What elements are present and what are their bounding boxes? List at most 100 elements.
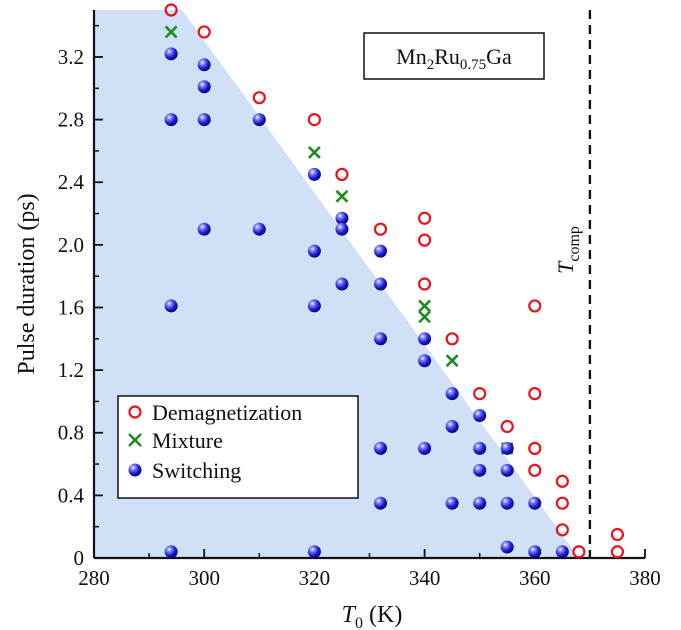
point-demagnetization [335, 167, 349, 181]
point-switching [197, 80, 211, 94]
x-tick-label: 300 [188, 566, 220, 590]
point-switching [307, 244, 321, 258]
y-tick-label: 3.2 [58, 45, 84, 69]
legend-marker-mixture [128, 433, 142, 447]
y-tick-label: 2.4 [58, 170, 85, 194]
point-demagnetization [418, 277, 432, 291]
point-demagnetization [610, 527, 625, 542]
point-switching [374, 441, 388, 455]
legend-label-switching: Switching [152, 458, 241, 483]
point-switching [500, 441, 514, 455]
material-label: Mn2Ru0.75Ga [396, 44, 512, 73]
x-tick-label: 320 [299, 566, 331, 590]
point-switching [473, 463, 487, 477]
point-switching [500, 463, 514, 477]
point-demagnetization [528, 463, 542, 477]
point-demagnetization [572, 545, 586, 559]
point-demagnetization [555, 523, 569, 537]
point-demagnetization [500, 419, 514, 434]
axes: 280 300 320 340 360 380 0 0.4 0.8 1.2 1.6 2.0 2.4 2.8… [58, 10, 661, 590]
point-demagnetization [252, 91, 266, 105]
legend-label-demagnetization: Demagnetization [152, 400, 302, 425]
point-mixture [418, 299, 432, 313]
point-demagnetization [528, 441, 542, 455]
point-mixture [335, 189, 349, 203]
point-switching [197, 58, 211, 72]
y-tick-label: 2.8 [58, 108, 84, 132]
x-tick-label: 360 [519, 566, 551, 590]
point-demagnetization [307, 112, 321, 127]
point-switching [197, 222, 211, 236]
legend-marker-demagnetization [128, 405, 142, 419]
point-switching [335, 211, 349, 225]
legend-label-mixture: Mixture [152, 428, 223, 453]
point-switching [418, 441, 432, 455]
series-mixture [164, 25, 514, 455]
x-tick-label: 280 [78, 566, 110, 590]
series-demagnetization [164, 3, 625, 559]
point-switching [473, 409, 487, 423]
point-switching [374, 496, 388, 510]
point-demagnetization [528, 387, 542, 401]
y-axis-label: Pulse duration (ps) [14, 193, 40, 374]
series-switching [164, 47, 569, 559]
point-demagnetization [373, 222, 388, 236]
point-mixture [164, 25, 178, 39]
legend: Demagnetization Mixture Switching [117, 395, 359, 499]
point-mixture [445, 354, 459, 368]
x-axis-label: T0 (K) [342, 602, 403, 630]
point-demagnetization [445, 332, 459, 346]
point-switching [335, 222, 349, 236]
point-switching [445, 496, 459, 510]
point-switching [197, 113, 211, 127]
point-switching [252, 222, 266, 236]
point-switching [528, 496, 542, 510]
material-box [363, 32, 545, 80]
point-switching [445, 387, 459, 401]
point-switching [500, 496, 514, 510]
y-tick-label: 2.0 [58, 233, 84, 257]
x-tick-label: 340 [409, 566, 441, 590]
point-switching [528, 545, 542, 559]
point-switching [555, 545, 569, 559]
point-switching [374, 332, 388, 346]
point-switching [473, 441, 487, 455]
point-demagnetization [418, 233, 432, 247]
point-demagnetization [473, 387, 487, 401]
point-switching [335, 277, 349, 291]
point-demagnetization [555, 474, 569, 488]
point-switching [164, 113, 178, 127]
x-tick-label: 380 [629, 566, 661, 590]
point-switching [500, 540, 514, 554]
point-mixture [418, 310, 432, 324]
point-switching [252, 113, 266, 127]
point-mixture [307, 146, 321, 159]
y-tick-label: 1.2 [58, 358, 84, 382]
legend-box [117, 395, 359, 499]
point-demagnetization [164, 3, 178, 17]
point-switching [473, 496, 487, 510]
point-switching [164, 545, 178, 559]
y-tick-label: 0 [74, 546, 85, 570]
tcomp-label: Tcomp [553, 226, 583, 274]
material-annotation: Mn2Ru0.75Ga [363, 32, 545, 80]
y-tick-label: 1.6 [58, 295, 84, 319]
legend-marker-switching [128, 463, 142, 477]
data-points [164, 3, 625, 559]
point-demagnetization [528, 299, 542, 313]
point-switching [164, 299, 178, 313]
point-switching [418, 332, 432, 346]
y-tick-label: 0.4 [58, 483, 85, 507]
point-demagnetization [555, 496, 569, 510]
point-switching [374, 277, 388, 291]
point-switching [374, 244, 388, 258]
point-switching [307, 299, 321, 313]
point-switching [445, 419, 459, 433]
point-demagnetization [197, 25, 211, 39]
point-demagnetization [610, 545, 625, 559]
point-demagnetization [418, 211, 432, 225]
point-switching [418, 354, 432, 368]
point-switching [307, 167, 321, 181]
point-switching [164, 47, 178, 61]
